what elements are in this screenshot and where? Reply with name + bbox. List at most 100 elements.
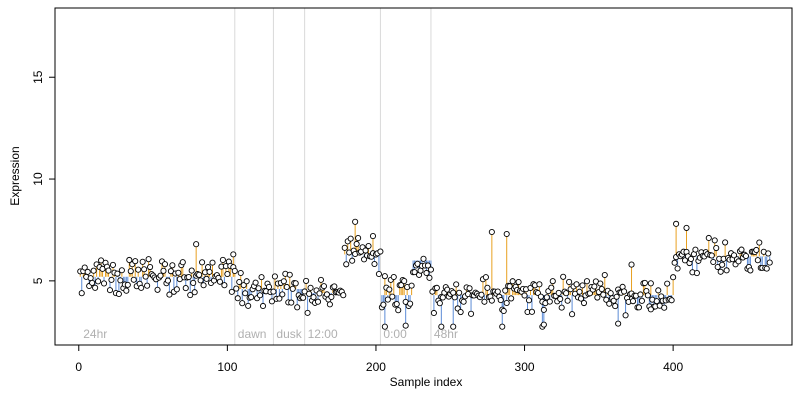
data-point: [219, 256, 226, 263]
y-tick-label: 5: [31, 277, 45, 284]
data-point: [606, 300, 613, 307]
data-point: [629, 298, 637, 305]
data-point: [353, 240, 360, 248]
data-point: [200, 282, 207, 289]
data-point: [598, 286, 605, 293]
data-point: [494, 288, 501, 295]
data-point: [402, 322, 409, 329]
data-point: [401, 277, 408, 285]
data-point: [230, 251, 237, 258]
data-point: [503, 230, 510, 238]
data-point: [540, 306, 547, 313]
data-point: [138, 284, 145, 291]
data-point: [577, 295, 585, 302]
data-point: [456, 289, 463, 296]
data-point: [638, 297, 645, 304]
data-point: [160, 267, 167, 274]
data-point: [499, 323, 506, 330]
data-point: [268, 298, 275, 305]
data-point: [603, 296, 610, 303]
data-point: [738, 246, 745, 253]
data-point: [100, 280, 108, 287]
data-point: [607, 290, 614, 297]
data-point: [710, 258, 717, 266]
reference-label: 0:00: [383, 327, 407, 341]
data-point: [124, 281, 131, 288]
data-point: [206, 268, 213, 275]
data-point: [566, 278, 573, 286]
data-point: [132, 258, 139, 265]
data-point: [380, 301, 387, 308]
data-point: [343, 261, 350, 268]
data-point: [719, 261, 726, 268]
data-point: [289, 285, 296, 292]
y-tick-label: 15: [31, 70, 45, 84]
data-point: [377, 248, 384, 255]
data-point: [509, 278, 516, 285]
data-point: [612, 303, 619, 310]
data-point: [502, 287, 509, 294]
data-point: [95, 278, 102, 285]
data-point: [89, 279, 96, 286]
data-point: [224, 270, 231, 278]
data-point: [196, 271, 203, 278]
data-point: [187, 291, 194, 299]
data-point: [670, 274, 677, 281]
data-point: [580, 299, 588, 307]
data-point: [754, 257, 761, 264]
data-point: [190, 279, 197, 286]
data-point: [453, 281, 460, 288]
data-point: [563, 290, 570, 297]
data-point: [381, 323, 388, 330]
reference-label: 48hr: [434, 327, 458, 341]
data-point: [763, 265, 770, 272]
data-point: [671, 259, 678, 266]
data-point: [436, 300, 443, 307]
data-point: [591, 283, 598, 290]
data-point: [105, 267, 112, 274]
data-point: [536, 281, 543, 288]
data-point: [259, 302, 267, 310]
data-point: [528, 308, 536, 315]
data-point: [693, 270, 700, 277]
data-point: [248, 294, 255, 301]
data-point: [381, 273, 388, 280]
data-point: [451, 294, 458, 301]
y-tick-label: 10: [31, 172, 45, 186]
data-point: [347, 235, 354, 242]
data-point: [467, 310, 475, 317]
data-point: [326, 301, 333, 308]
data-point: [439, 294, 446, 301]
data-point: [265, 283, 273, 290]
data-point: [613, 293, 620, 300]
data-point: [433, 284, 440, 291]
data-point: [365, 242, 372, 250]
data-point: [240, 282, 247, 289]
data-point: [90, 267, 97, 274]
data-point: [389, 293, 396, 300]
data-point: [114, 270, 121, 277]
data-point: [731, 252, 738, 259]
data-point: [386, 286, 393, 293]
data-point: [92, 284, 99, 291]
data-point: [280, 278, 287, 285]
data-point: [340, 292, 347, 299]
data-point: [375, 270, 382, 278]
x-tick-label: 0: [75, 360, 82, 374]
data-point: [84, 268, 91, 275]
data-point: [130, 276, 137, 283]
data-point: [573, 281, 580, 288]
data-point: [478, 291, 485, 298]
x-axis: 0 100 200 300 400: [75, 344, 683, 374]
data-point: [692, 246, 699, 253]
reference-label: 12:00: [308, 327, 338, 341]
reference-label: dawn: [238, 327, 267, 341]
data-point: [316, 290, 323, 297]
data-point: [711, 237, 718, 244]
plot-frame: [54, 7, 793, 346]
data-point: [239, 300, 246, 307]
data-point: [564, 297, 571, 304]
data-point: [683, 224, 690, 231]
